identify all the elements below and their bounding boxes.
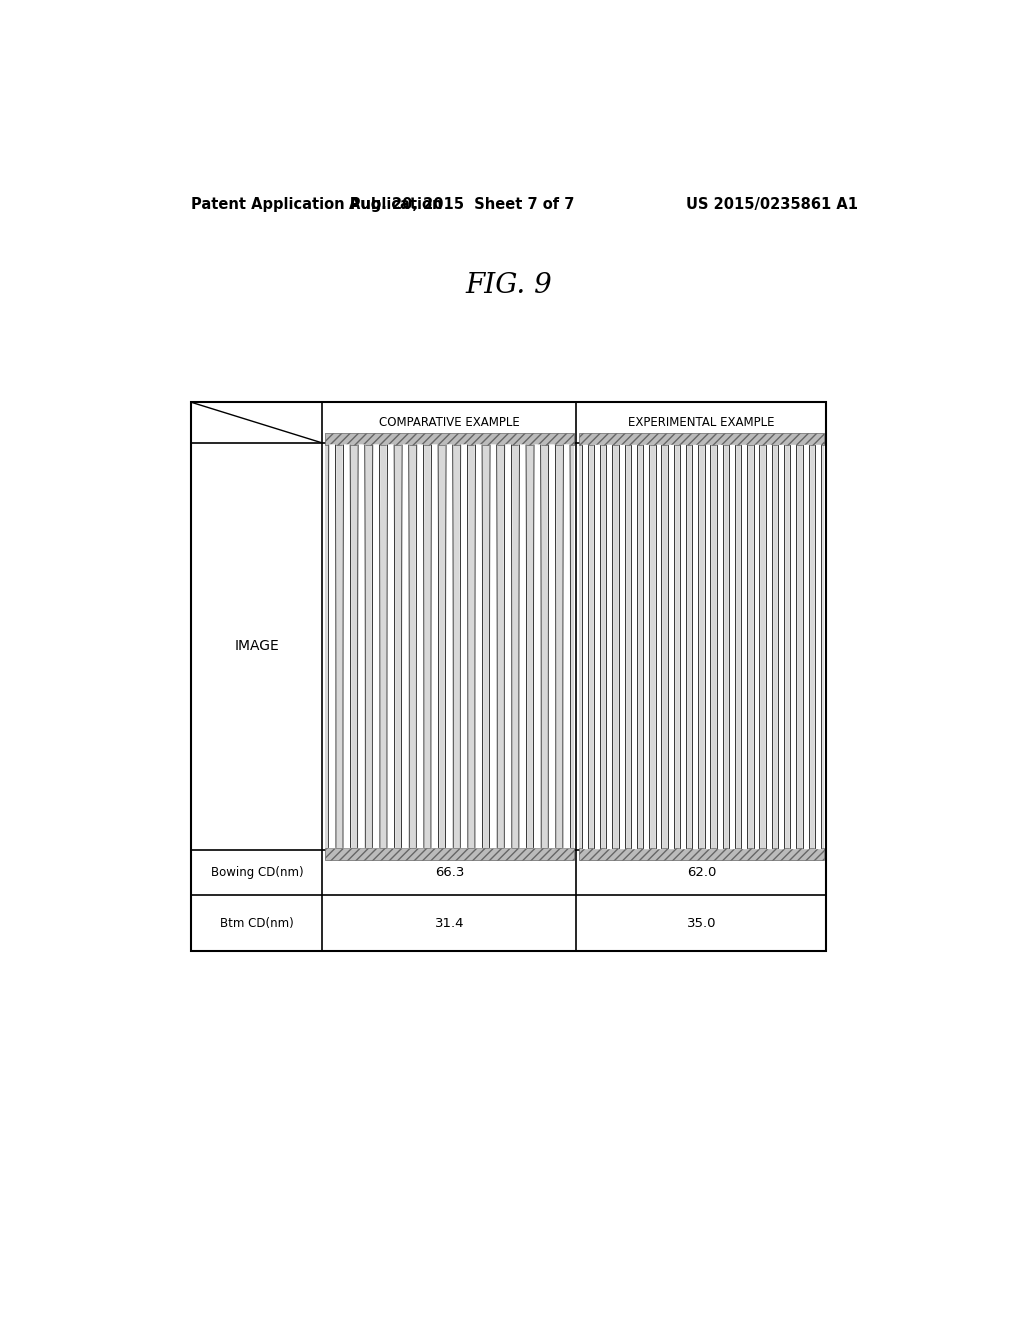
Text: IMAGE: IMAGE xyxy=(234,639,280,653)
Bar xyxy=(579,847,824,859)
Text: EXPERIMENTAL EXAMPLE: EXPERIMENTAL EXAMPLE xyxy=(628,416,774,429)
Polygon shape xyxy=(417,445,424,847)
Polygon shape xyxy=(548,445,556,847)
Text: Bowing CD(nm): Bowing CD(nm) xyxy=(211,866,303,879)
Bar xyxy=(191,403,826,952)
Polygon shape xyxy=(504,445,512,847)
Polygon shape xyxy=(618,445,625,847)
Polygon shape xyxy=(582,445,588,847)
Polygon shape xyxy=(563,445,570,847)
Polygon shape xyxy=(803,445,809,847)
Polygon shape xyxy=(754,445,760,847)
Polygon shape xyxy=(692,445,698,847)
Polygon shape xyxy=(606,445,612,847)
Bar xyxy=(579,445,824,847)
Text: 35.0: 35.0 xyxy=(687,917,716,929)
Text: Btm CD(nm): Btm CD(nm) xyxy=(220,917,294,929)
Bar xyxy=(325,433,574,445)
Polygon shape xyxy=(594,445,600,847)
Polygon shape xyxy=(655,445,662,847)
Polygon shape xyxy=(343,445,350,847)
Polygon shape xyxy=(401,445,410,847)
Polygon shape xyxy=(717,445,723,847)
Polygon shape xyxy=(705,445,711,847)
Polygon shape xyxy=(631,445,637,847)
Bar xyxy=(579,433,824,445)
Polygon shape xyxy=(431,445,438,847)
Text: Aug. 20, 2015  Sheet 7 of 7: Aug. 20, 2015 Sheet 7 of 7 xyxy=(348,197,574,211)
Text: 31.4: 31.4 xyxy=(434,917,464,929)
Polygon shape xyxy=(329,445,336,847)
Text: US 2015/0235861 A1: US 2015/0235861 A1 xyxy=(686,197,858,211)
Text: Patent Application Publication: Patent Application Publication xyxy=(191,197,443,211)
Polygon shape xyxy=(680,445,686,847)
Polygon shape xyxy=(387,445,394,847)
Text: COMPARATIVE EXAMPLE: COMPARATIVE EXAMPLE xyxy=(379,416,520,429)
Bar xyxy=(325,445,574,847)
Polygon shape xyxy=(815,445,821,847)
Text: 66.3: 66.3 xyxy=(435,866,464,879)
Polygon shape xyxy=(445,445,454,847)
Polygon shape xyxy=(460,445,468,847)
Polygon shape xyxy=(729,445,735,847)
Polygon shape xyxy=(475,445,482,847)
Polygon shape xyxy=(534,445,541,847)
Polygon shape xyxy=(357,445,366,847)
Polygon shape xyxy=(791,445,797,847)
Polygon shape xyxy=(519,445,526,847)
Polygon shape xyxy=(373,445,380,847)
Polygon shape xyxy=(668,445,674,847)
Polygon shape xyxy=(778,445,784,847)
Text: 62.0: 62.0 xyxy=(687,866,716,879)
Polygon shape xyxy=(741,445,748,847)
Bar xyxy=(325,847,574,859)
Polygon shape xyxy=(489,445,498,847)
Polygon shape xyxy=(643,445,649,847)
Polygon shape xyxy=(766,445,772,847)
Text: FIG. 9: FIG. 9 xyxy=(466,272,552,298)
